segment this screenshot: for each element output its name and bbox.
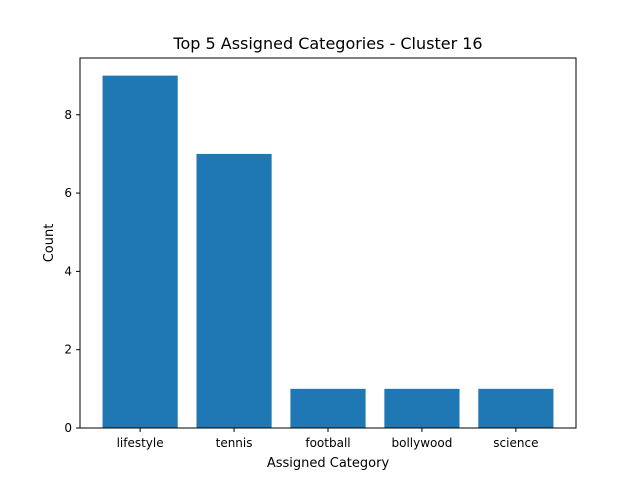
bar-science [478,388,554,428]
y-tick-label: 0 [64,421,72,435]
bars-group [102,75,554,429]
y-tick-label: 8 [64,108,72,122]
bar-bollywood [384,388,460,428]
y-tick-label: 2 [64,343,72,357]
y-tick-label: 6 [64,186,72,200]
x-axis-label: Assigned Category [267,456,390,471]
x-tick-label: bollywood [392,436,453,450]
x-tick-label: tennis [216,436,253,450]
y-axis-ticks: 0 2 4 6 8 [64,108,80,435]
x-axis-ticks: lifestyle tennis football bollywood science [117,428,538,450]
x-tick-label: science [493,436,538,450]
y-tick-label: 4 [64,264,72,278]
bar-tennis [196,153,272,429]
bar-lifestyle [102,75,178,428]
bar-football [290,388,366,428]
x-tick-label: football [305,436,350,450]
x-tick-label: lifestyle [117,436,164,450]
chart-title: Top 5 Assigned Categories - Cluster 16 [172,34,482,53]
plot-frame [79,57,577,429]
y-axis-label: Count [42,224,57,263]
